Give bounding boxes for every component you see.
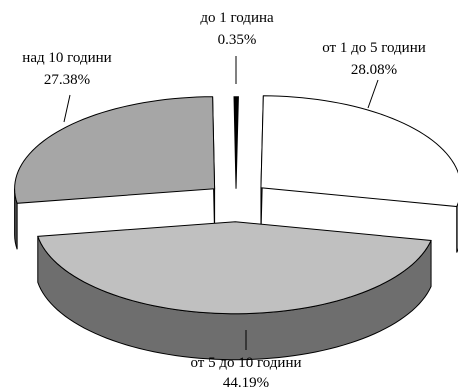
slice-label-0-value: 0.35% bbox=[218, 32, 257, 48]
pie-tops bbox=[14, 95, 458, 315]
slice-label-2-value: 44.19% bbox=[223, 375, 269, 391]
slice-label-1-value: 28.08% bbox=[351, 62, 397, 78]
slice-top-3 bbox=[14, 96, 216, 204]
slice-top-2 bbox=[37, 221, 432, 315]
slice-label-0-category: до 1 година bbox=[200, 10, 274, 26]
leader-line-3 bbox=[63, 94, 71, 123]
slice-label-3-value: 27.38% bbox=[44, 72, 90, 88]
slice-label-1-category: от 1 до 5 години bbox=[322, 40, 426, 56]
leader-line-1 bbox=[367, 79, 379, 109]
slice-top-0 bbox=[233, 96, 239, 189]
slice-top-1 bbox=[260, 95, 458, 208]
leader-lines bbox=[63, 56, 379, 350]
slice-label-2-category: от 5 до 10 години bbox=[190, 355, 301, 371]
slice-label-3-category: над 10 години bbox=[22, 50, 111, 66]
